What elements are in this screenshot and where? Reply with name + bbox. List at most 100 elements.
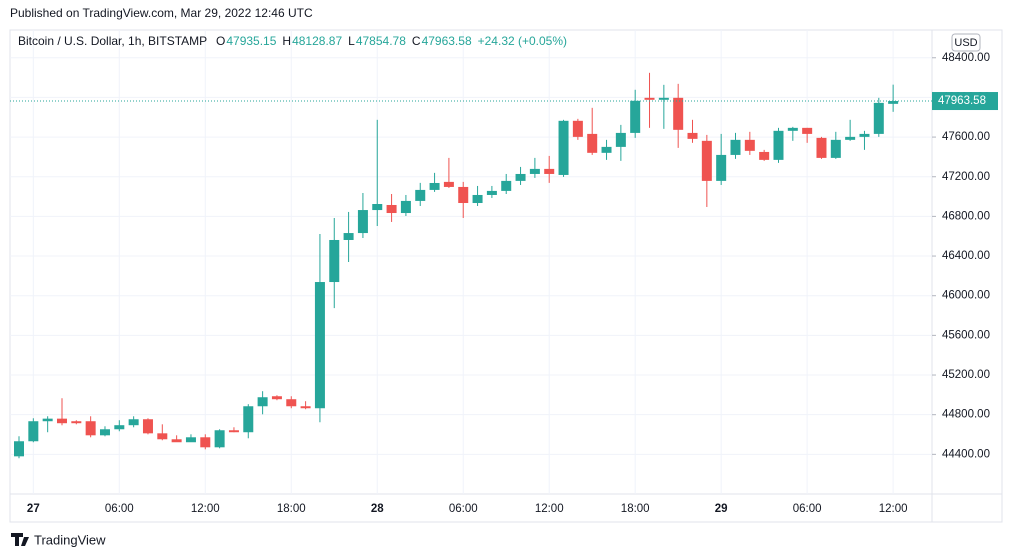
x-tick-label: 06:00 — [793, 503, 822, 515]
labels: 44400.00 44800.00 45200.00 45600.00 46000.00… — [27, 52, 998, 515]
ohlc-legend: O 47935.15 H 48128.87 L 47854.78 C 47963.58 +24.… — [216, 34, 567, 48]
candle-body — [257, 397, 268, 407]
candle-body — [673, 97, 684, 130]
y-tick-label: 45200.00 — [942, 369, 990, 381]
x-tick-label: 12:00 — [879, 503, 908, 515]
x-tick-label: 27 — [27, 503, 40, 515]
candle-body — [587, 133, 598, 153]
published-line: Published on TradingView.com, Mar 29, 20… — [10, 6, 313, 20]
candle-body — [343, 233, 354, 240]
x-tick-label: 18:00 — [621, 503, 650, 515]
candle-body — [228, 430, 239, 433]
candle-body — [572, 120, 583, 137]
candle-body — [816, 137, 827, 158]
candle-body — [716, 154, 727, 181]
candle-body — [243, 406, 254, 433]
frame — [9, 29, 1003, 523]
candle-body — [357, 210, 368, 234]
candle-body — [730, 139, 741, 155]
legend-key: L — [348, 34, 355, 48]
symbol-title: Bitcoin / U.S. Dollar, 1h, BITSTAMP — [18, 34, 207, 48]
candle-body — [128, 419, 139, 426]
candle-body — [14, 441, 24, 457]
candle-body — [99, 429, 110, 436]
legend-key: H — [282, 34, 291, 48]
candle-body — [873, 102, 884, 134]
candle-body — [85, 421, 96, 436]
y-tick-label: 44400.00 — [942, 448, 990, 460]
candle-body — [601, 146, 612, 153]
last-price-badge — [932, 92, 998, 111]
y-tick-label: 47600.00 — [942, 131, 990, 143]
x-tick-label: 18:00 — [277, 503, 306, 515]
candle-body — [859, 133, 870, 137]
candle-body — [214, 430, 225, 448]
x-tick-label: 29 — [715, 503, 728, 515]
candle-body — [71, 421, 82, 424]
currency: USD — [954, 37, 977, 49]
candle-body — [443, 181, 454, 187]
candle-body — [415, 189, 426, 201]
x-tick-label: 06:00 — [105, 503, 134, 515]
candle-body — [630, 100, 641, 133]
y-tick-label: 46800.00 — [942, 210, 990, 222]
y-tick-label: 48400.00 — [942, 52, 990, 64]
candle-body — [615, 132, 626, 147]
candle-body — [286, 399, 297, 407]
candle-body — [558, 120, 569, 175]
candle-body — [372, 204, 383, 211]
legend-change: +24.32 (+0.05%) — [478, 34, 567, 48]
candle-body — [658, 97, 669, 100]
candle-body — [200, 437, 211, 448]
candle-body — [386, 204, 397, 214]
legend-value: 48128.87 — [292, 34, 342, 48]
brand-logo — [11, 533, 29, 546]
x-tick-label: 28 — [371, 503, 384, 515]
candle-body — [472, 194, 483, 204]
candle-body — [329, 239, 340, 283]
candle-body — [759, 151, 770, 160]
candle-body — [644, 97, 655, 100]
legend-value: 47963.58 — [422, 34, 472, 48]
candle-body — [744, 139, 755, 151]
candle-body — [701, 140, 712, 181]
candle-body — [142, 419, 153, 434]
legend-key: C — [412, 34, 421, 48]
x-tick-label: 12:00 — [191, 503, 220, 515]
brand: TradingView — [34, 532, 106, 547]
candle-body — [845, 136, 856, 140]
candle-body — [888, 101, 899, 104]
candle-body — [501, 180, 512, 191]
candle-body — [529, 168, 540, 174]
candle-body — [787, 127, 798, 131]
legend-key: O — [216, 34, 225, 48]
y-tick-label: 46400.00 — [942, 250, 990, 262]
candle-body — [314, 282, 325, 409]
candle-body — [458, 186, 469, 204]
candle-body — [28, 421, 39, 442]
candles — [10, 72, 932, 459]
y-tick-label: 44800.00 — [942, 409, 990, 421]
candle-body — [300, 406, 311, 409]
candle-body — [157, 433, 168, 440]
x-tick-label: 12:00 — [535, 503, 564, 515]
candle-body — [830, 139, 841, 158]
candle-body — [171, 439, 182, 443]
candle-body — [486, 190, 497, 195]
candle-body — [802, 127, 813, 134]
candle-body — [185, 437, 196, 443]
candle-body — [773, 130, 784, 160]
candle-body — [515, 173, 526, 181]
y-tick-label: 45600.00 — [942, 329, 990, 341]
legend-value: 47935.15 — [226, 34, 276, 48]
legend-value: 47854.78 — [356, 34, 406, 48]
candle-body — [544, 168, 555, 174]
last-price-label: 47963.58 — [938, 95, 986, 107]
candle-body — [429, 182, 440, 190]
x-tick-label: 06:00 — [449, 503, 478, 515]
y-tick-label: 47200.00 — [942, 171, 990, 183]
currency-box[interactable] — [951, 33, 981, 52]
